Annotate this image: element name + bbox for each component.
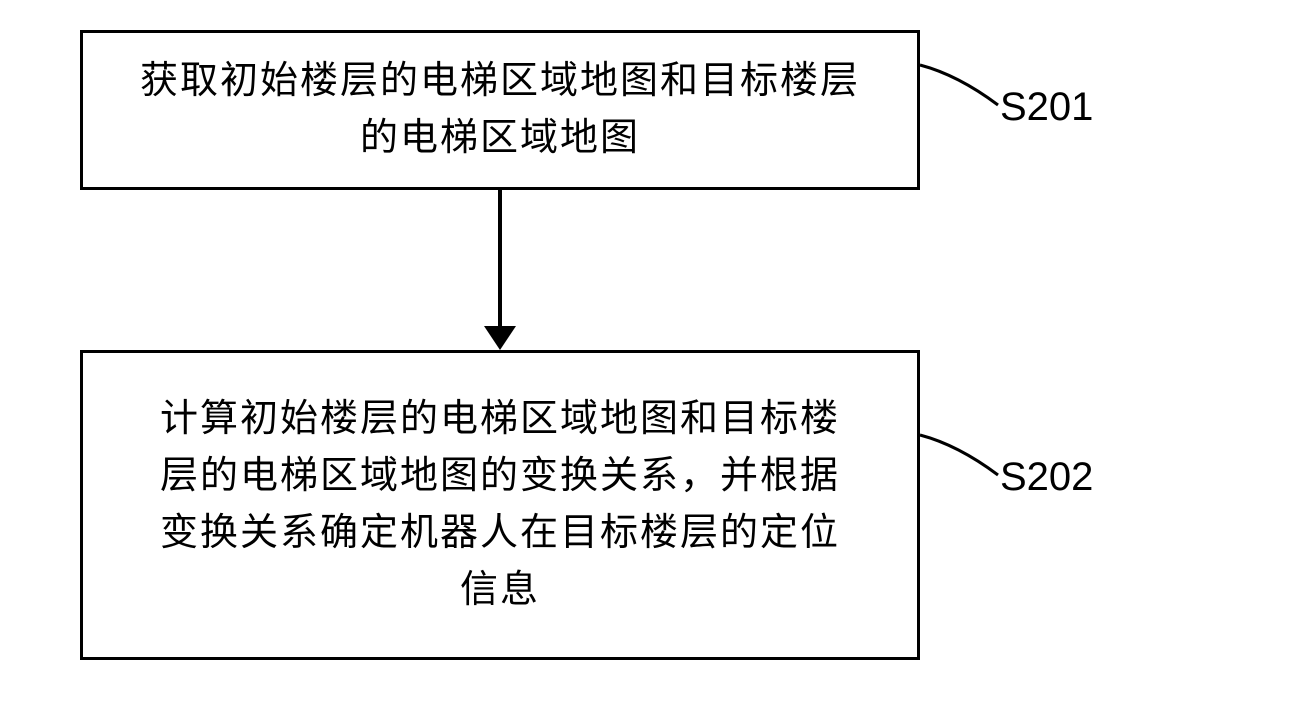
step-label-s201: S201 — [1000, 85, 1093, 130]
arrow-head-1 — [484, 326, 516, 350]
box2-line1: 计算初始楼层的电梯区域地图和目标楼 — [160, 398, 840, 440]
box2-line2: 层的电梯区域地图的变换关系，并根据 — [160, 455, 840, 497]
curve-connector-2 — [918, 420, 1003, 490]
flowchart-container: 获取初始楼层的电梯区域地图和目标楼层 的电梯区域地图 S201 计算初始楼层的电… — [80, 30, 1180, 690]
process-text-2: 计算初始楼层的电梯区域地图和目标楼 层的电梯区域地图的变换关系，并根据 变换关系… — [160, 391, 840, 619]
curve-connector-1 — [918, 50, 1003, 120]
box1-line1: 获取初始楼层的电梯区域地图和目标楼层 — [140, 60, 860, 102]
step-label-s202: S202 — [1000, 455, 1093, 500]
process-text-1: 获取初始楼层的电梯区域地图和目标楼层 的电梯区域地图 — [140, 53, 860, 167]
process-box-2: 计算初始楼层的电梯区域地图和目标楼 层的电梯区域地图的变换关系，并根据 变换关系… — [80, 350, 920, 660]
box1-line2: 的电梯区域地图 — [360, 117, 640, 159]
process-box-1: 获取初始楼层的电梯区域地图和目标楼层 的电梯区域地图 — [80, 30, 920, 190]
arrow-line-1 — [498, 190, 502, 332]
box2-line4: 信息 — [460, 569, 540, 611]
box2-line3: 变换关系确定机器人在目标楼层的定位 — [160, 512, 840, 554]
